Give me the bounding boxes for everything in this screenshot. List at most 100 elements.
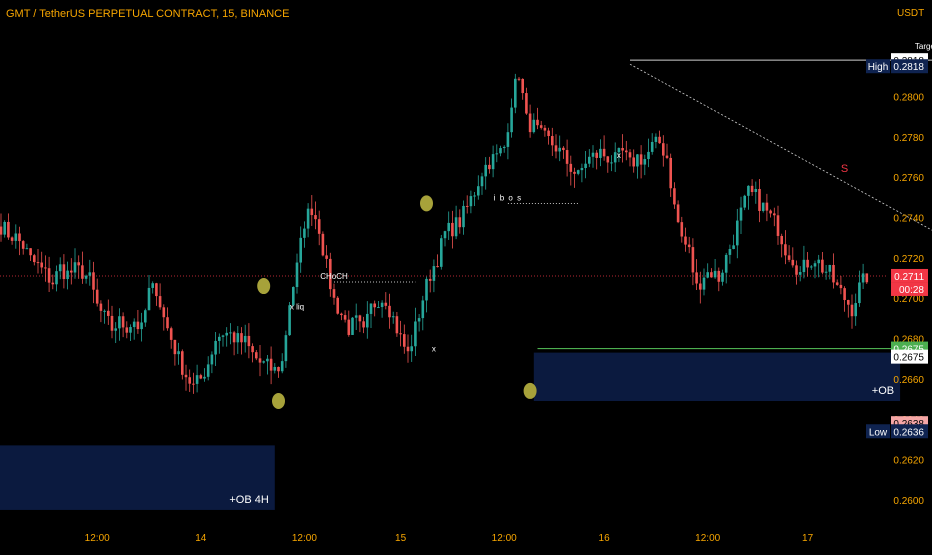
candle-body bbox=[858, 282, 861, 304]
candle-body bbox=[750, 185, 754, 193]
candle-body bbox=[229, 332, 232, 334]
candle-body bbox=[551, 136, 554, 146]
candle-body bbox=[780, 235, 783, 245]
candle-body bbox=[724, 254, 728, 273]
candle-body bbox=[354, 315, 358, 318]
candle-body bbox=[636, 154, 639, 167]
candle-body bbox=[617, 148, 621, 153]
candle-body bbox=[343, 315, 347, 320]
y-axis-tick-label: 0.2800 bbox=[893, 92, 924, 103]
candle-body bbox=[195, 375, 199, 384]
candle-body bbox=[406, 346, 410, 352]
candle-body bbox=[454, 217, 458, 237]
candle-body bbox=[103, 310, 106, 312]
candle-body bbox=[451, 222, 454, 237]
candle-body bbox=[295, 262, 299, 288]
x-axis-tick-label: 16 bbox=[599, 533, 611, 544]
candle-body bbox=[517, 78, 521, 80]
candle-body bbox=[713, 270, 717, 278]
order-block-zone bbox=[533, 352, 901, 402]
x-axis-tick-label: 14 bbox=[195, 533, 207, 544]
candle-body bbox=[284, 335, 288, 362]
price-tag bbox=[891, 349, 928, 364]
countdown-value: 00:28 bbox=[899, 285, 924, 296]
candle-body bbox=[58, 264, 62, 272]
candle-body bbox=[325, 255, 328, 259]
candle-body bbox=[828, 264, 832, 272]
candle-body bbox=[107, 310, 110, 316]
price-tag bbox=[891, 424, 928, 439]
candle-body bbox=[121, 316, 125, 328]
candle-body bbox=[473, 195, 476, 197]
candle-body bbox=[547, 130, 550, 137]
x-axis-tick-label: 12:00 bbox=[695, 533, 720, 544]
candle-body bbox=[861, 273, 865, 283]
candle-body bbox=[417, 318, 421, 322]
candle-body bbox=[251, 346, 254, 353]
candle-body bbox=[854, 303, 857, 317]
candle-body bbox=[806, 259, 809, 268]
candle-body bbox=[140, 322, 143, 330]
candle-body bbox=[321, 233, 325, 256]
candle-body bbox=[214, 340, 217, 355]
candle-body bbox=[702, 277, 706, 290]
swing-point-marker[interactable] bbox=[272, 393, 285, 410]
candle-body bbox=[0, 226, 3, 235]
order-block-label: +OB bbox=[872, 385, 894, 397]
candle-body bbox=[650, 141, 654, 152]
candle-body bbox=[647, 151, 650, 160]
candle-body bbox=[628, 152, 632, 158]
candle-body bbox=[162, 307, 166, 318]
candle-body bbox=[292, 287, 295, 306]
candle-body bbox=[798, 272, 802, 275]
candle-body bbox=[684, 236, 687, 245]
candle-body bbox=[210, 354, 214, 365]
chart-annotation: x liq bbox=[290, 302, 304, 311]
swing-point-marker[interactable] bbox=[523, 382, 537, 399]
candle-body bbox=[347, 319, 351, 335]
swing-point-marker[interactable] bbox=[420, 195, 433, 212]
candle-body bbox=[758, 188, 761, 211]
candle-body bbox=[221, 335, 225, 337]
candle-body bbox=[425, 278, 428, 301]
candle-body bbox=[199, 375, 203, 379]
candle-body bbox=[699, 283, 702, 290]
y-axis-tick-label: 0.2620 bbox=[893, 455, 924, 466]
x-axis-tick-label: 12:00 bbox=[492, 533, 517, 544]
candle-body bbox=[70, 270, 73, 273]
candle-body bbox=[835, 282, 839, 285]
candle-body bbox=[421, 300, 425, 319]
candle-body bbox=[676, 204, 680, 223]
candle-body bbox=[351, 317, 354, 335]
candle-body bbox=[173, 339, 177, 355]
candle-body bbox=[44, 267, 47, 269]
y-axis-tick-label: 0.2700 bbox=[893, 294, 924, 305]
candle-body bbox=[29, 248, 32, 256]
candle-body bbox=[373, 303, 376, 308]
candle-body bbox=[839, 284, 843, 289]
candle-body bbox=[188, 377, 191, 384]
candle-body bbox=[565, 150, 569, 164]
candle-body bbox=[88, 272, 92, 276]
price-tag-prefix: Low bbox=[869, 427, 888, 438]
candle-body bbox=[673, 188, 676, 205]
x-axis-tick-label: 15 bbox=[395, 533, 407, 544]
candle-body bbox=[465, 205, 469, 207]
candle-body bbox=[443, 231, 447, 239]
candle-body bbox=[310, 208, 314, 216]
chart-annotation: i b o s bbox=[494, 193, 522, 202]
candle-body bbox=[810, 266, 813, 268]
candle-body bbox=[403, 334, 406, 347]
candle-body bbox=[639, 154, 643, 165]
candle-body bbox=[595, 152, 598, 158]
candle-body bbox=[362, 321, 365, 328]
swing-point-marker[interactable] bbox=[257, 278, 271, 295]
candle-body bbox=[132, 321, 136, 328]
y-axis-tick-label: 0.2660 bbox=[893, 375, 924, 386]
candle-body bbox=[458, 217, 462, 228]
candle-body bbox=[55, 271, 58, 285]
candle-body bbox=[136, 321, 140, 330]
candle-body bbox=[691, 247, 695, 273]
